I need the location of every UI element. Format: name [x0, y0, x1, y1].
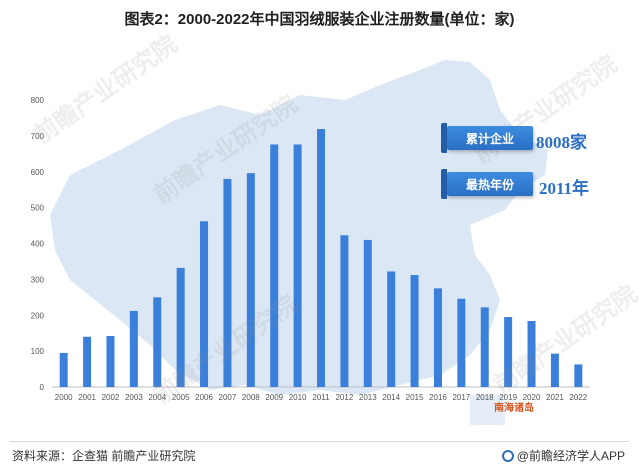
callout-total-value: 8008家: [536, 133, 587, 152]
x-tick-label: 2009: [265, 393, 283, 402]
callout-peak-value: 2011年: [539, 179, 590, 198]
x-tick-label: 2001: [78, 393, 96, 402]
x-tick-label: 2000: [55, 393, 73, 402]
bar-2008: [246, 173, 255, 387]
bar-2010: [293, 144, 302, 387]
brand-text: @前瞻经济学人APP: [516, 449, 625, 463]
y-tick-label: 300: [31, 275, 45, 284]
x-tick-label: 2015: [406, 393, 424, 402]
bar-2005: [176, 267, 185, 387]
bar-2022: [574, 364, 583, 387]
x-tick-label: 2006: [195, 393, 213, 402]
bar-2016: [433, 288, 442, 387]
x-tick-label: 2004: [148, 393, 166, 402]
y-tick-label: 800: [31, 96, 45, 105]
x-tick-label: 2012: [335, 393, 353, 402]
source-note: 资料来源：企查猫 前瞻产业研究院: [12, 449, 196, 463]
brand-mark: @前瞻经济学人APP: [501, 447, 625, 464]
bar-2018: [480, 307, 489, 387]
callout-total-label: 累计企业: [441, 123, 533, 153]
x-tick-label: 2008: [242, 393, 260, 402]
x-tick-label: 2018: [476, 393, 494, 402]
x-tick-label: 2007: [219, 393, 237, 402]
bar-2014: [387, 271, 396, 387]
chart-title: 图表2：2000-2022年中国羽绒服装企业注册数量(单位：家): [124, 11, 515, 28]
y-tick-label: 400: [31, 240, 45, 249]
bar-2009: [270, 144, 279, 387]
bar-2017: [457, 298, 466, 387]
x-tick-label: 2002: [102, 393, 120, 402]
y-tick-label: 700: [31, 132, 45, 141]
bar-2003: [129, 310, 138, 387]
bar-2020: [527, 320, 536, 387]
y-tick-label: 600: [31, 168, 45, 177]
brand-logo-icon: [501, 449, 514, 462]
x-tick-label: 2021: [546, 393, 564, 402]
x-tick-label: 2020: [523, 393, 541, 402]
x-tick-label: 2016: [429, 393, 447, 402]
bar-2019: [504, 317, 513, 387]
callout-peak-label: 最热年份: [441, 169, 533, 199]
bar-2015: [410, 275, 419, 387]
x-tick-label: 2014: [382, 393, 400, 402]
bar-2006: [200, 221, 209, 387]
bar-2013: [363, 239, 372, 387]
x-tick-label: 2013: [359, 393, 377, 402]
x-tick-label: 2005: [172, 393, 190, 402]
bar-2021: [550, 353, 559, 387]
y-tick-label: 200: [31, 311, 45, 320]
footer-divider: [10, 441, 629, 442]
x-tick-label: 2003: [125, 393, 143, 402]
bar-2004: [153, 297, 162, 387]
bar-2012: [340, 235, 349, 387]
bar-2002: [106, 336, 115, 387]
bar-2000: [59, 352, 68, 387]
x-tick-label: 2011: [312, 393, 330, 402]
x-tick-label: 2010: [289, 393, 307, 402]
south-china-sea-label: 南海诸岛: [494, 401, 534, 414]
y-tick-label: 500: [31, 204, 45, 213]
bar-2011: [317, 129, 325, 387]
y-tick-label: 100: [31, 347, 45, 356]
x-tick-label: 2017: [452, 393, 470, 402]
bar-2007: [223, 178, 232, 387]
x-tick-label: 2022: [569, 393, 587, 402]
x-tick-label: 2019: [499, 393, 517, 402]
bar-2001: [83, 336, 92, 387]
y-tick-label: 0: [40, 383, 45, 392]
